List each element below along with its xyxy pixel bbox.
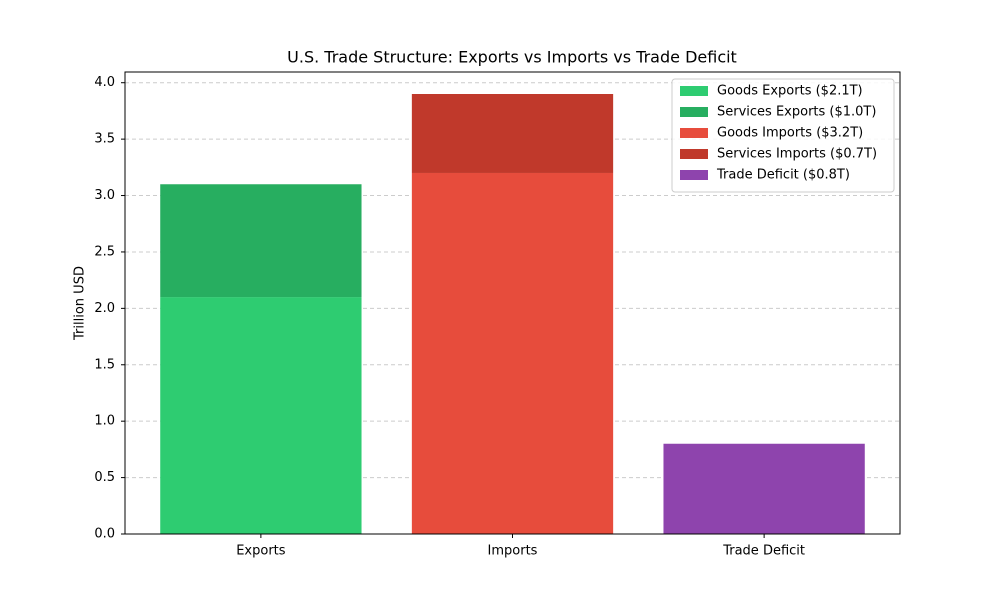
plot-frame: [124, 71, 901, 535]
x-tick-label: Imports: [488, 544, 538, 559]
legend: Goods Exports ($2.1T) Services Exports ($…: [671, 78, 895, 193]
legend-swatch: [680, 170, 708, 180]
bar-segment: [160, 297, 362, 534]
y-tick-label: 0.5: [94, 470, 115, 485]
legend-label: Services Imports ($0.7T): [717, 147, 877, 162]
legend-swatch: [680, 149, 708, 159]
legend-label: Trade Deficit ($0.8T): [716, 168, 850, 183]
x-tick-label: Exports: [236, 544, 286, 559]
bar-segment: [411, 172, 614, 534]
legend-swatch: [680, 86, 708, 96]
y-tick-label: 1.0: [94, 414, 115, 429]
legend-label: Goods Exports ($2.1T): [717, 84, 863, 99]
bar-segment: [411, 94, 614, 173]
legend-swatch: [680, 128, 708, 138]
chart-title: U.S. Trade Structure: Exports vs Imports…: [287, 48, 737, 67]
y-tick-label: 2.5: [94, 244, 115, 259]
bar-segment: [160, 184, 362, 298]
legend-box: [671, 78, 895, 193]
y-tick-label: 4.0: [94, 75, 115, 90]
legend-label: Services Exports ($1.0T): [717, 105, 876, 120]
y-axis-label: Trillion USD: [73, 266, 88, 341]
x-tick-label: Trade Deficit: [722, 544, 805, 559]
bar-segment: [663, 443, 865, 534]
y-tick-label: 2.0: [94, 301, 115, 316]
legend-label: Goods Imports ($3.2T): [717, 126, 863, 141]
y-tick-label: 3.5: [94, 132, 115, 147]
y-tick-label: 1.5: [94, 357, 115, 372]
y-tick-label: 3.0: [94, 188, 115, 203]
legend-swatch: [680, 107, 708, 117]
y-tick-label: 0.0: [94, 527, 115, 542]
